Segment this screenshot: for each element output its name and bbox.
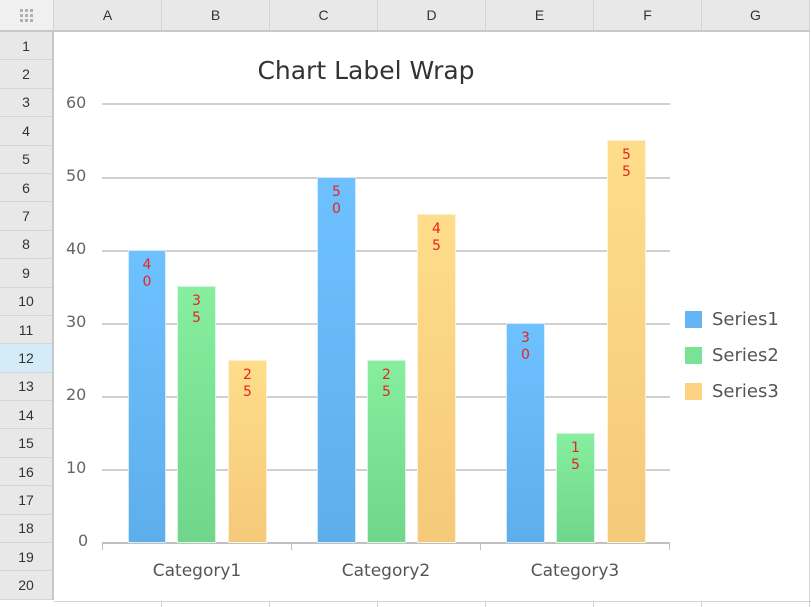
gridline xyxy=(102,103,670,105)
row-header-selected[interactable]: 12 xyxy=(0,344,52,373)
legend-item-series3[interactable]: Series3 xyxy=(685,373,779,409)
column-header-e[interactable]: E xyxy=(486,0,594,30)
y-tick-label: 0 xyxy=(78,531,89,550)
x-axis xyxy=(102,542,670,544)
legend: Series1 Series2 Series3 xyxy=(685,301,779,409)
row-header[interactable]: 17 xyxy=(0,486,52,515)
chart-title: Chart Label Wrap xyxy=(257,56,475,85)
row-header[interactable]: 8 xyxy=(0,231,52,260)
column-headers: A B C D E F G xyxy=(54,0,810,32)
y-tick-label: 30 xyxy=(66,312,87,331)
gridline xyxy=(102,323,670,325)
legend-swatch-icon xyxy=(685,310,702,328)
y-tick-label: 60 xyxy=(66,93,87,112)
select-all-corner[interactable] xyxy=(0,0,54,32)
row-header[interactable]: 16 xyxy=(0,458,52,487)
row-headers: 1 2 3 4 5 6 7 8 9 10 11 12 13 14 15 16 1… xyxy=(0,32,54,600)
x-axis-tick xyxy=(102,542,103,550)
gridline xyxy=(102,177,670,179)
x-axis-tick xyxy=(669,542,670,550)
y-tick-label: 20 xyxy=(66,385,87,404)
row-header[interactable]: 6 xyxy=(0,174,52,203)
row-header[interactable]: 15 xyxy=(0,429,52,458)
column-header-a[interactable]: A xyxy=(54,0,162,30)
legend-item-series1[interactable]: Series1 xyxy=(685,301,779,337)
row-header[interactable]: 11 xyxy=(0,316,52,345)
row-header[interactable]: 3 xyxy=(0,89,52,118)
row-header[interactable]: 2 xyxy=(0,60,52,89)
x-category-label: Category2 xyxy=(341,561,431,581)
row-header[interactable]: 1 xyxy=(0,32,52,61)
legend-item-series2[interactable]: Series2 xyxy=(685,337,779,373)
x-axis-tick xyxy=(291,542,292,550)
legend-swatch-icon xyxy=(685,382,702,400)
grid-border xyxy=(809,32,810,602)
column-header-b[interactable]: B xyxy=(162,0,270,30)
legend-label: Series1 xyxy=(712,308,779,330)
row-header[interactable]: 20 xyxy=(0,571,52,600)
y-tick-label: 40 xyxy=(66,239,87,258)
row-header[interactable]: 10 xyxy=(0,288,52,316)
row-header[interactable]: 18 xyxy=(0,515,52,544)
gridline xyxy=(102,250,670,252)
grid-row-21 xyxy=(54,601,811,607)
column-header-c[interactable]: C xyxy=(270,0,378,30)
x-axis-tick xyxy=(480,542,481,550)
x-category-label: Category3 xyxy=(530,561,620,581)
column-header-g[interactable]: G xyxy=(702,0,810,30)
column-header-f[interactable]: F xyxy=(594,0,702,30)
row-header[interactable]: 4 xyxy=(0,117,52,146)
legend-swatch-icon xyxy=(685,346,702,364)
x-category-label: Category1 xyxy=(152,561,242,581)
y-tick-label: 50 xyxy=(66,166,87,185)
y-tick-label: 10 xyxy=(66,458,87,477)
legend-label: Series2 xyxy=(712,344,779,366)
legend-label: Series3 xyxy=(712,380,779,402)
row-header[interactable]: 9 xyxy=(0,259,52,288)
row-header[interactable]: 14 xyxy=(0,401,52,430)
row-header[interactable]: 19 xyxy=(0,543,52,572)
column-header-d[interactable]: D xyxy=(378,0,486,30)
row-header[interactable]: 5 xyxy=(0,146,52,174)
grid-icon xyxy=(20,8,33,22)
row-header[interactable]: 13 xyxy=(0,373,52,402)
row-header[interactable]: 7 xyxy=(0,202,52,231)
